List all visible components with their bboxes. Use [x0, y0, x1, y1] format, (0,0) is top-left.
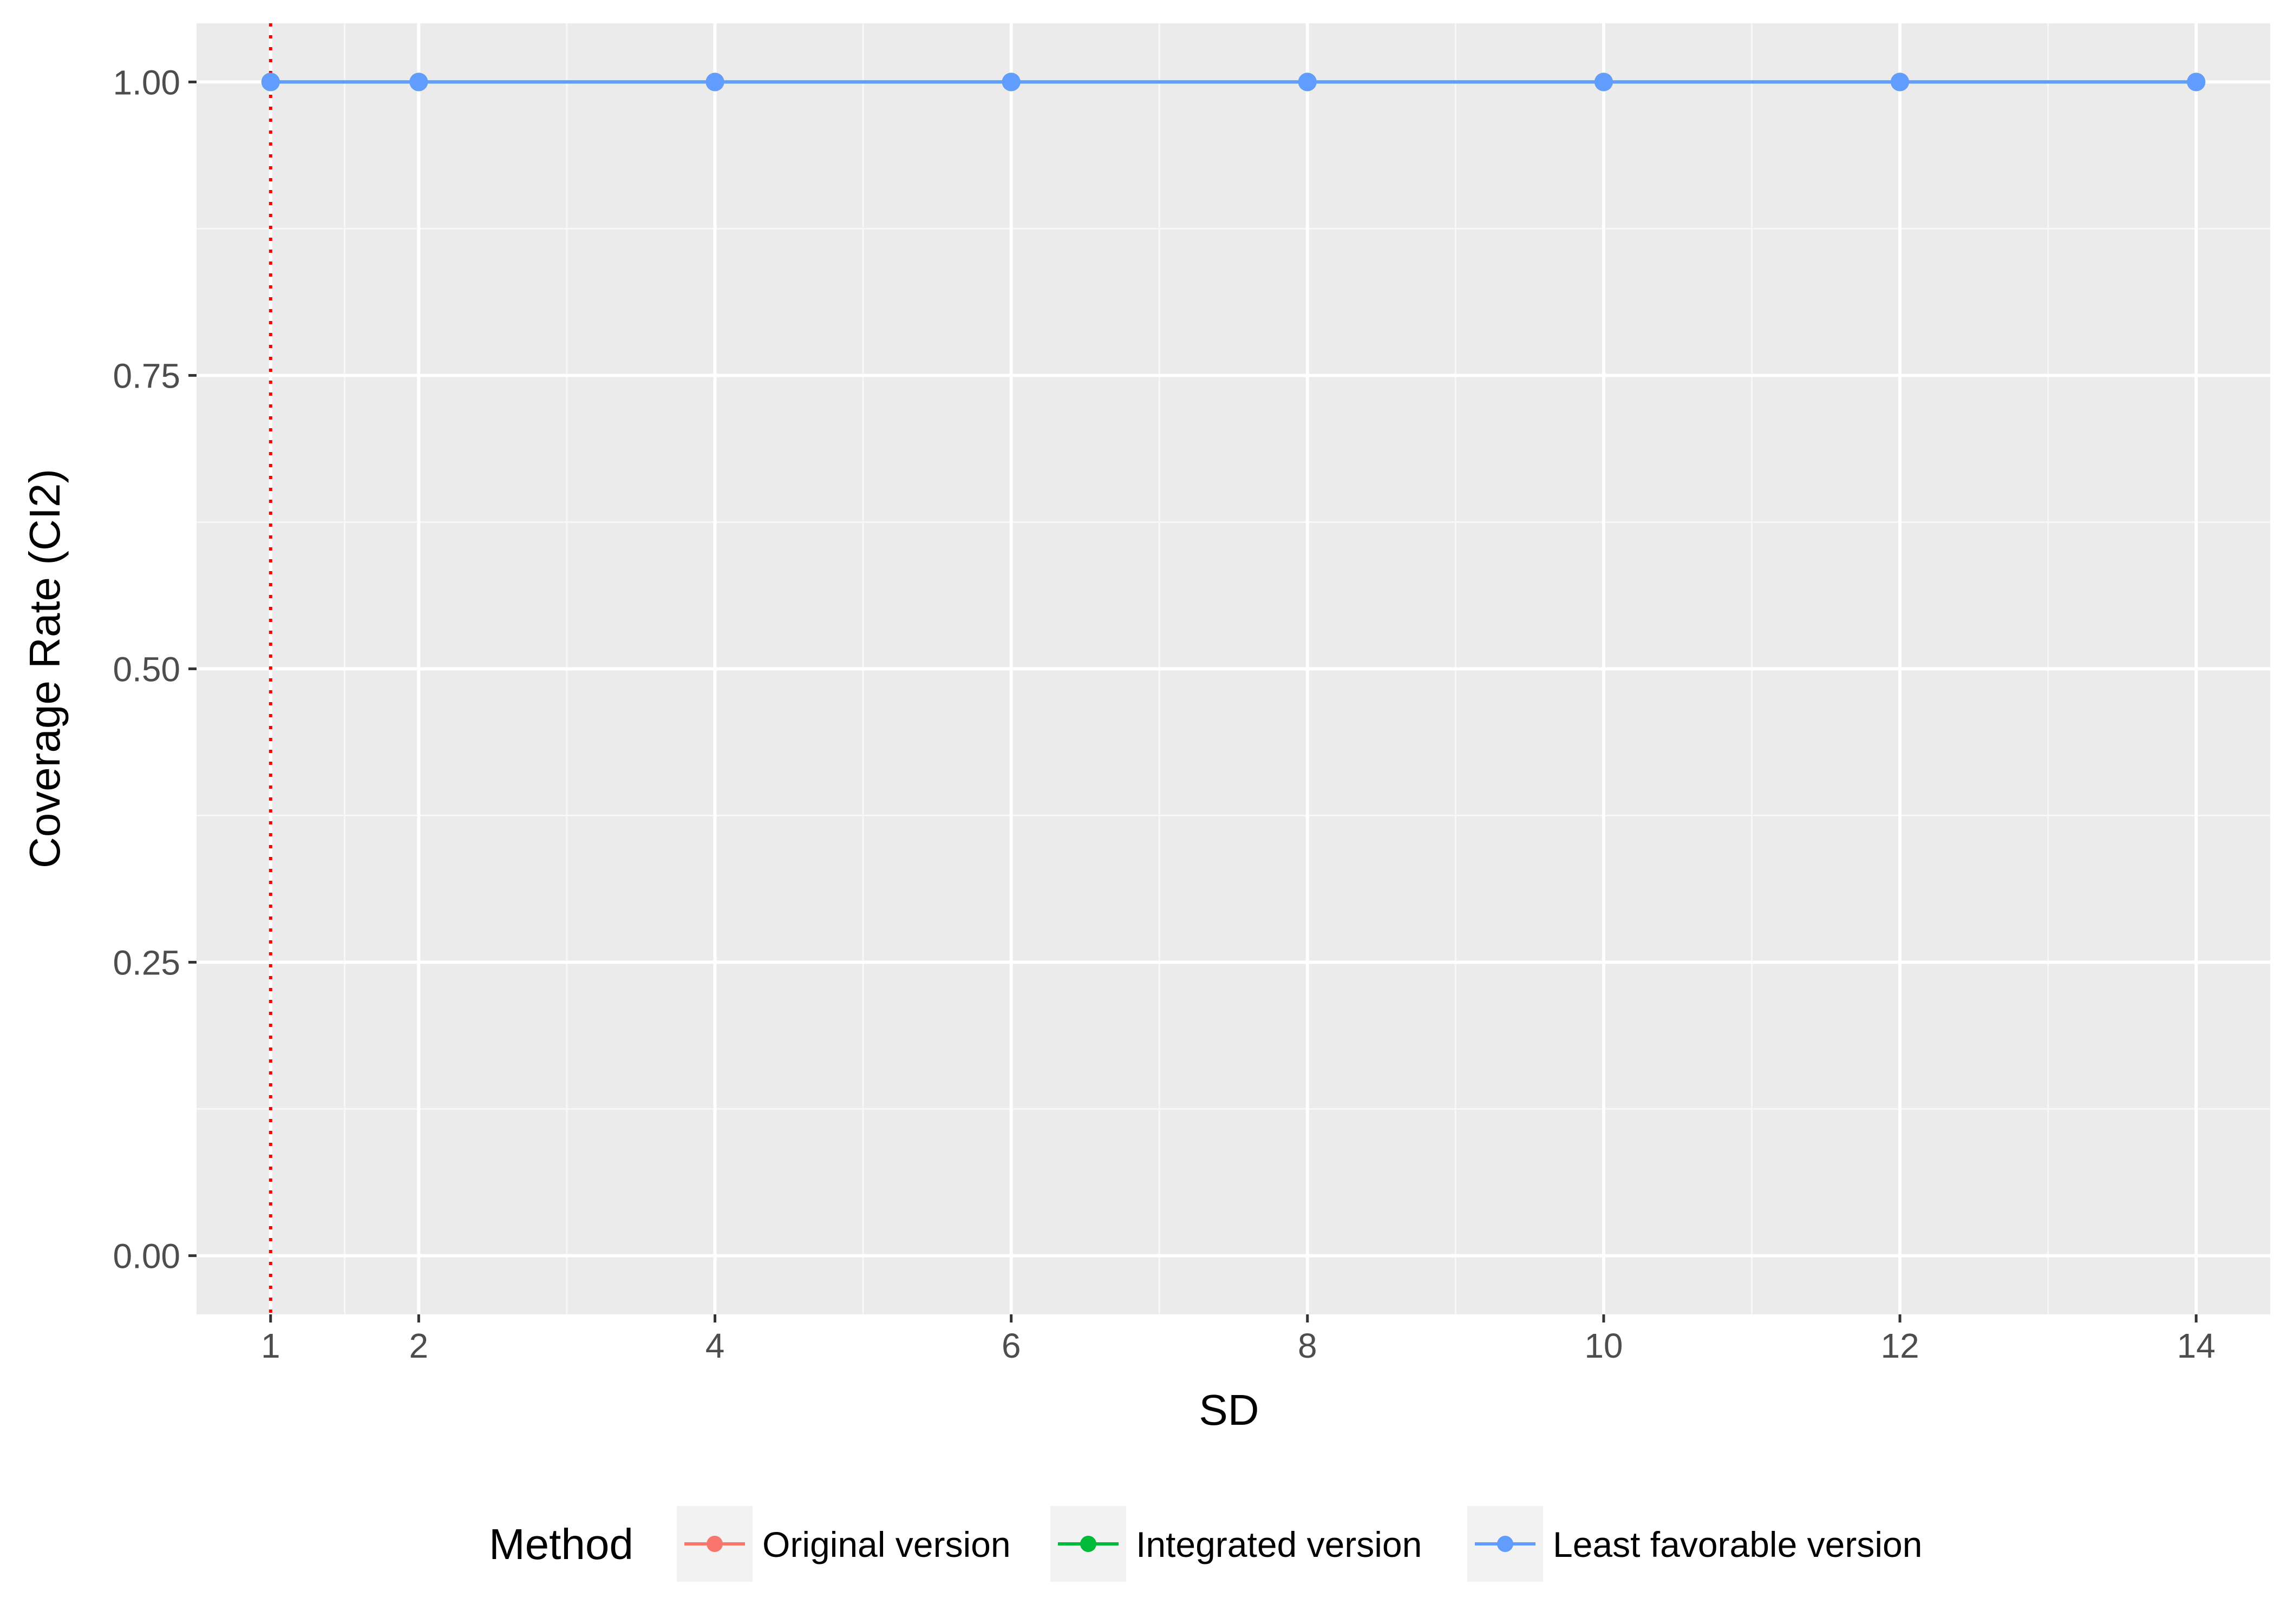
series-point: [1891, 73, 1910, 91]
series-point: [1594, 73, 1613, 91]
series-point: [1298, 73, 1317, 91]
y-axis: 0.00 0.25 0.50 0.75 1.00: [113, 63, 197, 1276]
legend-key-point: [707, 1536, 723, 1552]
x-tick-label: 1: [261, 1326, 280, 1365]
legend-label: Original version: [762, 1524, 1011, 1564]
legend-entry-integrated: Integrated version: [1050, 1506, 1422, 1582]
series-point: [2187, 73, 2206, 91]
x-tick-label: 8: [1298, 1326, 1317, 1365]
x-tick-label: 6: [1002, 1326, 1021, 1365]
legend-label: Integrated version: [1136, 1524, 1422, 1564]
legend-title: Method: [489, 1520, 633, 1568]
x-axis: 1 2 4 6 8 10 12 14: [261, 1314, 2216, 1365]
y-tick-label: 0.50: [113, 650, 180, 689]
legend: Method Original version Integrated versi…: [489, 1506, 1922, 1582]
legend-label: Least favorable version: [1553, 1524, 1922, 1564]
y-tick-label: 0.75: [113, 356, 180, 395]
legend-key-point: [1080, 1536, 1096, 1552]
y-axis-title: Coverage Rate (CI2): [21, 469, 69, 868]
series-point: [705, 73, 724, 91]
series-point: [261, 73, 280, 91]
legend-entry-original: Original version: [677, 1506, 1011, 1582]
legend-entry-least-favorable: Least favorable version: [1467, 1506, 1922, 1582]
series-layer: [261, 73, 2206, 91]
y-tick-label: 1.00: [113, 63, 180, 102]
x-tick-label: 14: [2177, 1326, 2216, 1365]
y-tick-label: 0.00: [113, 1237, 180, 1276]
x-tick-label: 4: [705, 1326, 725, 1365]
legend-key-point: [1497, 1536, 1513, 1552]
x-tick-label: 10: [1584, 1326, 1623, 1365]
series-point: [1002, 73, 1021, 91]
x-tick-label: 2: [409, 1326, 429, 1365]
series-point: [409, 73, 428, 91]
x-tick-label: 12: [1880, 1326, 1919, 1365]
y-tick-label: 0.25: [113, 944, 180, 983]
x-axis-title: SD: [1199, 1386, 1259, 1434]
